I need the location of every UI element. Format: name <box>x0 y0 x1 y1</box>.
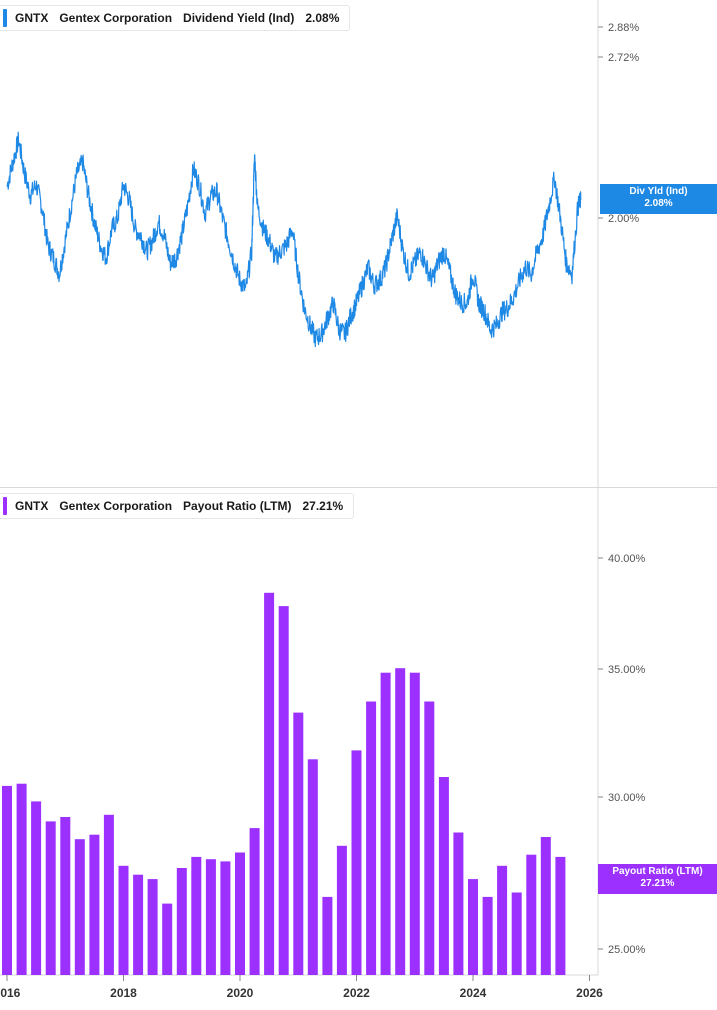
payout-bar <box>351 750 362 975</box>
payout-bar <box>482 896 493 975</box>
payout-ratio-value-tag: Payout Ratio (LTM) 27.21% <box>598 864 717 894</box>
x-tick-label: 2020 <box>227 986 254 1000</box>
payout-bar <box>468 879 478 975</box>
x-tick-label: 2018 <box>110 986 137 1000</box>
y-tick-label: 2.00% <box>608 213 639 225</box>
payout-series-swatch <box>3 497 7 515</box>
x-tick-label: 2026 <box>576 986 603 1000</box>
payout-bar <box>540 837 551 975</box>
legend-metric: Payout Ratio (LTM) <box>183 499 292 513</box>
payout-bar <box>191 856 202 975</box>
payout-bar <box>366 701 377 975</box>
payout-bar <box>380 672 391 975</box>
payout-bar <box>497 865 508 975</box>
payout-bar <box>438 777 449 975</box>
payout-bar <box>31 801 42 975</box>
payout-bar <box>103 814 114 975</box>
payout-bar <box>555 856 566 975</box>
payout-bar <box>278 606 289 975</box>
payout-bar <box>264 592 275 975</box>
payout-bar <box>220 861 231 975</box>
y-tick-label: 25.00% <box>608 944 646 956</box>
payout-bar <box>395 668 406 975</box>
payout-bar <box>2 785 12 975</box>
dividend-yield-value-tag: Div Yld (Ind) 2.08% <box>600 184 717 214</box>
payout-bar <box>176 868 187 975</box>
y-tick-label: 2.88% <box>608 22 639 34</box>
payout-bar <box>205 859 216 975</box>
payout-bar <box>235 852 245 975</box>
payout-bar <box>45 821 56 975</box>
payout-ratio-legend[interactable]: GNTX Gentex Corporation Payout Ratio (LT… <box>0 493 355 519</box>
payout-bar <box>16 783 27 975</box>
legend-metric: Dividend Yield (Ind) <box>183 11 295 25</box>
tag-label: Payout Ratio (LTM) <box>612 866 703 877</box>
payout-bar <box>453 832 464 975</box>
x-tick-label: 2016 <box>0 986 21 1000</box>
payout-bar <box>133 874 144 975</box>
legend-company: Gentex Corporation <box>59 11 173 25</box>
payout-bar <box>162 903 173 975</box>
dividend-series-swatch <box>3 9 7 27</box>
legend-value: 2.08% <box>305 11 340 25</box>
payout-bar <box>60 817 71 975</box>
payout-bar <box>409 672 420 975</box>
payout-bar <box>293 712 304 975</box>
payout-bar <box>526 854 537 975</box>
x-tick-label: 2022 <box>343 986 370 1000</box>
y-tick-label: 40.00% <box>608 553 646 565</box>
payout-bar <box>118 865 129 975</box>
payout-bar <box>307 759 318 975</box>
dividend-yield-legend[interactable]: GNTX Gentex Corporation Dividend Yield (… <box>0 5 351 31</box>
payout-bar <box>424 701 435 975</box>
payout-bar <box>74 839 85 975</box>
payout-bar <box>511 892 522 975</box>
x-tick-label: 2024 <box>460 986 487 1000</box>
legend-ticker: GNTX <box>15 499 49 513</box>
payout-bar <box>147 879 158 975</box>
y-tick-label: 2.72% <box>608 52 639 64</box>
legend-company: Gentex Corporation <box>59 499 173 513</box>
tag-value: 27.21% <box>640 878 675 889</box>
payout-bar <box>336 845 347 975</box>
tag-value: 2.08% <box>644 198 673 209</box>
tag-label: Div Yld (Ind) <box>629 186 688 197</box>
legend-value: 27.21% <box>302 499 344 513</box>
y-tick-label: 35.00% <box>608 664 646 676</box>
legend-ticker: GNTX <box>15 11 49 25</box>
dividend-yield-line <box>6 131 582 348</box>
payout-bar <box>89 834 100 975</box>
payout-bar <box>322 896 333 975</box>
payout-bar <box>249 828 260 975</box>
y-tick-label: 30.00% <box>608 792 646 804</box>
